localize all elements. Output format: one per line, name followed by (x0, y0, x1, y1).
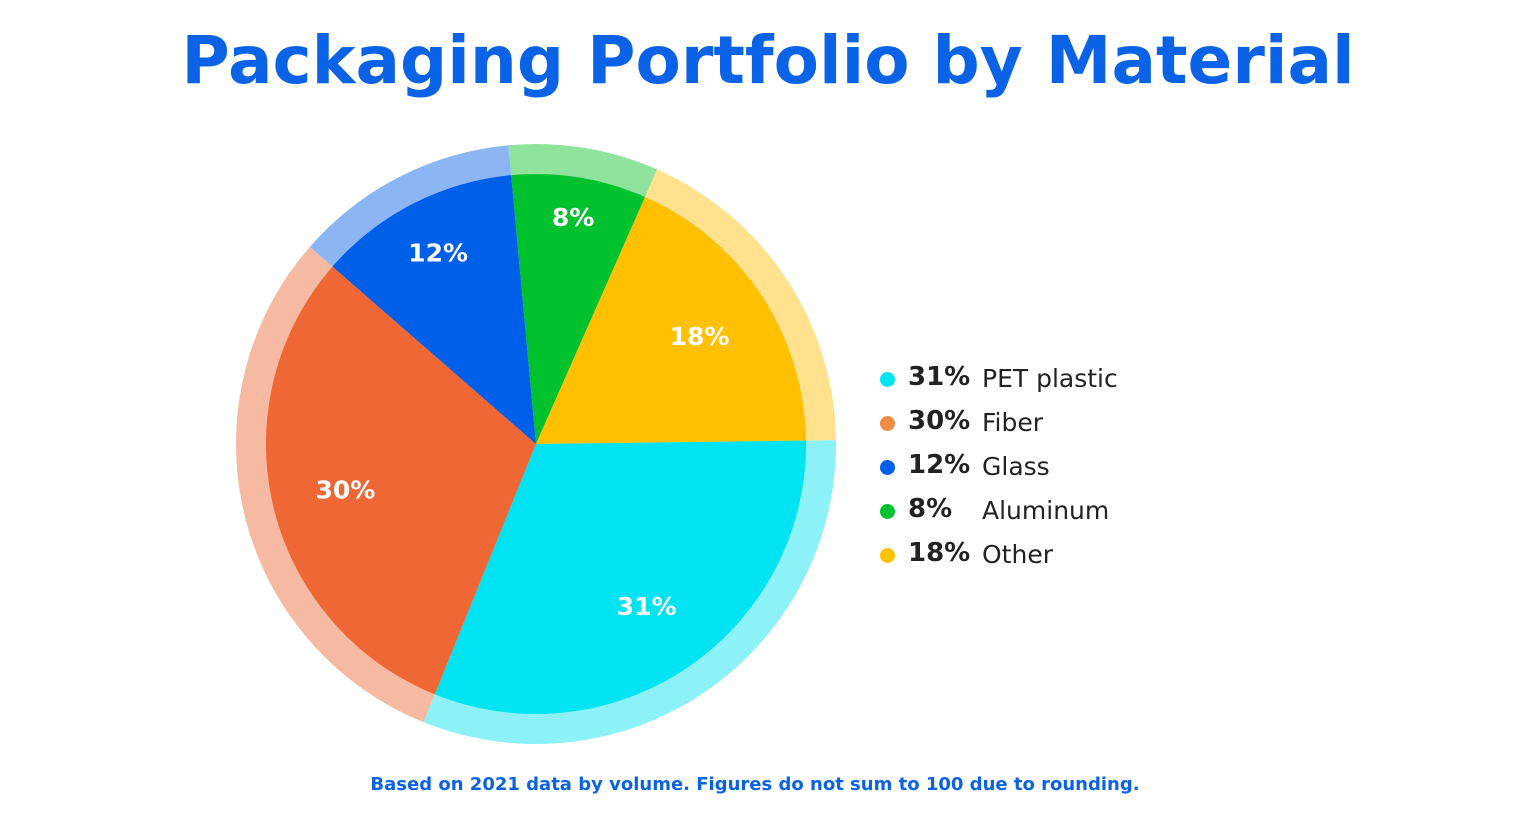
legend-pct: 8% (908, 494, 953, 524)
pie-slice-aluminum (511, 173, 646, 445)
legend-dot-aluminum (880, 504, 895, 519)
pie-slice-group (266, 173, 807, 714)
legend-dot-pet-plastic (880, 372, 895, 387)
legend-item-pet-plastic: 31% PET plastic (880, 360, 1180, 400)
legend-dot-glass (880, 460, 895, 475)
legend-item-fiber: 30% Fiber (880, 404, 1180, 444)
legend-dot-other (880, 548, 895, 563)
legend-item-glass: 12% Glass (880, 448, 1180, 488)
pie-slice-other (536, 197, 806, 444)
pie-label-fiber: 30% (315, 476, 375, 505)
footnote: Based on 2021 data by volume. Figures do… (370, 774, 1140, 795)
legend-item-aluminum: 8% Aluminum (880, 492, 1180, 532)
pie-label-pet-plastic: 31% (617, 592, 677, 621)
legend-name: PET plastic (982, 364, 1118, 393)
pie-slice-pet-plastic (434, 440, 807, 714)
pie-slice-glass (332, 175, 536, 444)
pie-label-group: 30% 12% 8% 18% 31% (315, 203, 729, 621)
pie-label-aluminum: 8% (552, 203, 594, 232)
legend-item-other: 18% Other (880, 536, 1180, 576)
legend-name: Fiber (982, 408, 1044, 437)
legend-pct: 30% (908, 406, 971, 436)
legend-pct: 12% (908, 450, 971, 480)
legend-pct: 31% (908, 362, 971, 392)
legend-pct: 18% (908, 538, 971, 568)
chart-title: Packaging Portfolio by Material (181, 22, 1355, 99)
legend-dot-fiber (880, 416, 895, 431)
pie-label-other: 18% (670, 322, 730, 351)
legend-name: Aluminum (982, 496, 1110, 525)
legend-name: Other (982, 540, 1053, 569)
pie-slice-fiber (266, 266, 536, 695)
legend-name: Glass (982, 452, 1050, 481)
pie-label-glass: 12% (408, 239, 468, 268)
